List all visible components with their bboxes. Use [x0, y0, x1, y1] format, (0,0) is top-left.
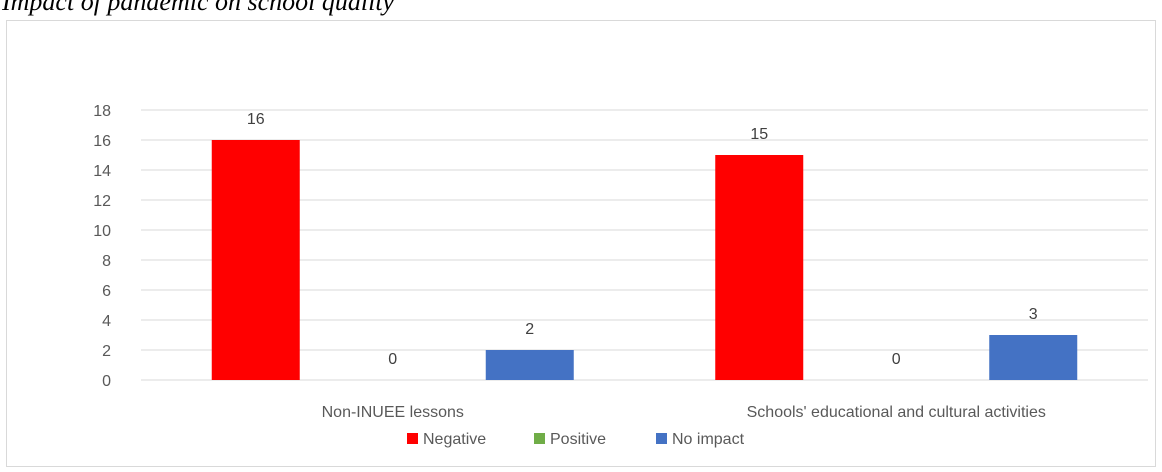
y-tick-label-4: 4 [102, 313, 111, 330]
y-tick-label-2: 2 [102, 343, 111, 360]
data-labels: 16 0 2 15 0 3 [247, 111, 1038, 368]
legend-label-positive: Positive [550, 431, 606, 448]
data-label-negative-2: 15 [750, 126, 768, 143]
legend-swatch-positive [534, 433, 545, 444]
bar-chart: 0 2 4 6 8 10 12 14 16 18 16 0 2 15 0 3 Non-INUEE lesso… [93, 103, 1148, 448]
data-label-positive-1: 0 [388, 351, 397, 368]
legend-swatch-no-impact [656, 433, 667, 444]
y-tick-label-14: 14 [93, 163, 111, 180]
y-tick-label-10: 10 [93, 223, 111, 240]
data-label-no-impact-1: 2 [525, 321, 534, 338]
y-tick-label-8: 8 [102, 253, 111, 270]
legend-swatch-negative [407, 433, 418, 444]
bar-no-impact-2 [989, 335, 1078, 380]
category-label-2: Schools' educational and cultural activi… [747, 404, 1046, 421]
data-label-no-impact-2: 3 [1029, 306, 1038, 323]
bar-negative-1 [211, 140, 300, 380]
y-axis-tick-labels: 0 2 4 6 8 10 12 14 16 18 [93, 103, 111, 390]
legend-label-no-impact: No impact [672, 431, 745, 448]
bar-negative-2 [715, 155, 804, 380]
gridlines [141, 109, 1148, 381]
y-tick-label-16: 16 [93, 133, 111, 150]
y-tick-label-0: 0 [102, 373, 111, 390]
bars [211, 140, 1078, 380]
legend-label-negative: Negative [423, 431, 486, 448]
chart-frame: 0 2 4 6 8 10 12 14 16 18 16 0 2 15 0 3 Non-INUEE lesso… [6, 20, 1156, 467]
caption-fragment: Impact of pandemic on school quality [2, 0, 395, 16]
y-tick-label-6: 6 [102, 283, 111, 300]
y-tick-label-18: 18 [93, 103, 111, 120]
bar-no-impact-1 [485, 350, 574, 380]
y-tick-label-12: 12 [93, 193, 111, 210]
data-label-negative-1: 16 [247, 111, 265, 128]
data-label-positive-2: 0 [892, 351, 901, 368]
x-axis-category-labels: Non-INUEE lessons Schools' educational an… [322, 404, 1046, 421]
legend: Negative Positive No impact [407, 431, 745, 448]
category-label-1: Non-INUEE lessons [322, 404, 464, 421]
